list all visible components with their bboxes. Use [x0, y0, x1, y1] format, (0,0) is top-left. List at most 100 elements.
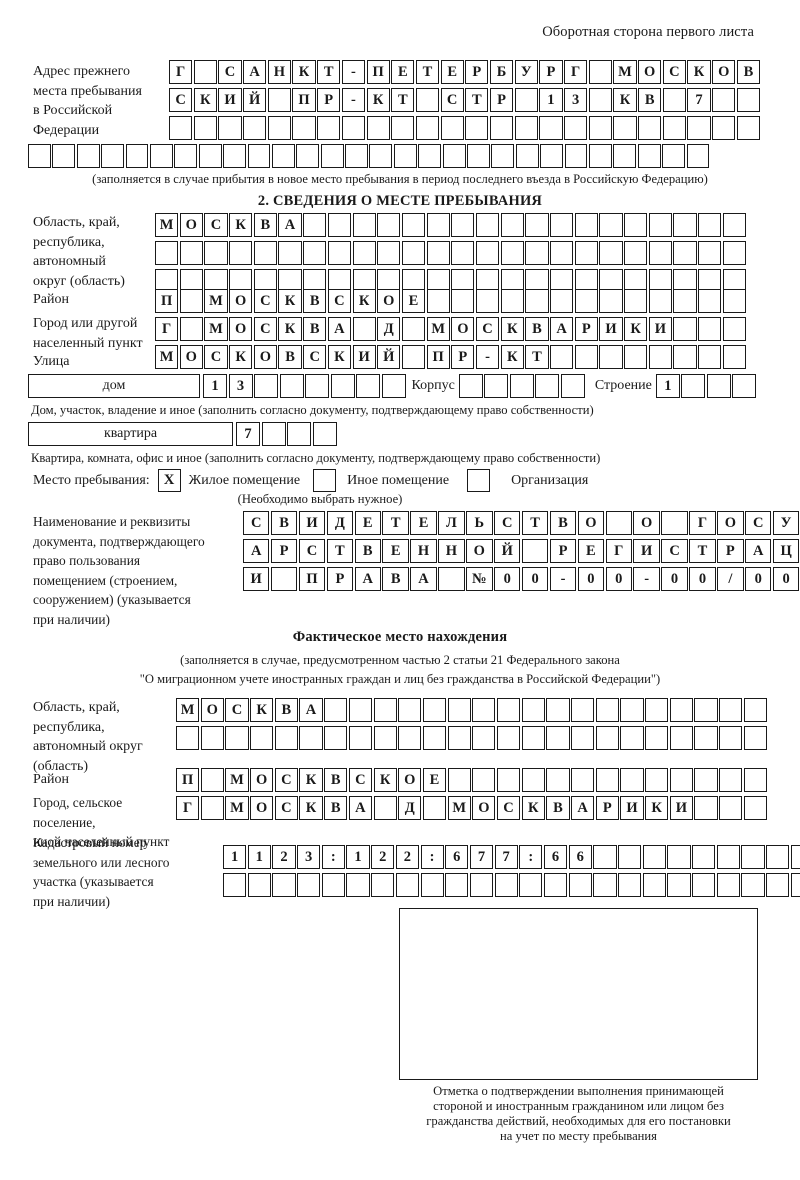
cell[interactable] — [373, 796, 397, 820]
cell[interactable] — [595, 768, 619, 792]
cell[interactable]: Т — [326, 539, 354, 563]
cell[interactable]: - — [549, 567, 577, 591]
cell[interactable] — [521, 539, 549, 563]
cell[interactable]: М — [613, 60, 637, 84]
cell[interactable]: С — [496, 796, 521, 820]
cell[interactable]: П — [426, 345, 450, 369]
cell[interactable]: 0 — [745, 567, 772, 591]
cell[interactable] — [743, 796, 767, 820]
cell[interactable] — [496, 768, 521, 792]
cell[interactable]: Б — [489, 60, 514, 84]
cell[interactable]: 1 — [539, 88, 563, 112]
cell[interactable] — [475, 289, 500, 313]
cell[interactable]: Г — [689, 511, 716, 535]
cell[interactable]: С — [662, 60, 686, 84]
cell[interactable]: О — [472, 796, 496, 820]
region-row-3[interactable] — [155, 269, 746, 293]
cell[interactable]: Й — [494, 539, 521, 563]
cell[interactable] — [28, 144, 51, 168]
cell[interactable] — [426, 213, 450, 237]
cell[interactable] — [447, 726, 471, 750]
cell[interactable]: К — [250, 698, 274, 722]
cell[interactable] — [599, 289, 623, 313]
cell[interactable] — [415, 116, 440, 140]
cell[interactable]: А — [327, 317, 351, 341]
cell[interactable]: И — [648, 317, 672, 341]
cell[interactable] — [373, 698, 397, 722]
cell[interactable] — [270, 567, 298, 591]
cell[interactable]: У — [514, 60, 538, 84]
cell[interactable]: Р — [489, 88, 514, 112]
cell[interactable]: Г — [176, 796, 200, 820]
cell[interactable] — [694, 726, 718, 750]
cell[interactable]: М — [204, 289, 228, 313]
cell[interactable]: : — [321, 845, 345, 869]
cell[interactable]: А — [299, 698, 323, 722]
cell[interactable]: Е — [401, 289, 426, 313]
cell[interactable] — [546, 698, 570, 722]
cell[interactable]: К — [521, 796, 545, 820]
cell[interactable]: О — [253, 345, 277, 369]
cell[interactable] — [605, 511, 632, 535]
cell[interactable]: 2 — [395, 845, 419, 869]
cell[interactable] — [267, 116, 291, 140]
cell[interactable] — [669, 698, 693, 722]
cell[interactable] — [574, 289, 598, 313]
cell[interactable] — [694, 796, 718, 820]
cell[interactable] — [381, 374, 406, 398]
cell[interactable] — [193, 60, 217, 84]
cell[interactable]: В — [354, 539, 381, 563]
cell[interactable] — [324, 698, 348, 722]
cell[interactable] — [475, 213, 500, 237]
cell[interactable] — [398, 698, 422, 722]
cell[interactable]: В — [736, 60, 760, 84]
cell[interactable]: С — [348, 768, 372, 792]
cell[interactable]: С — [475, 317, 500, 341]
cell[interactable]: - — [341, 88, 365, 112]
cell[interactable] — [179, 317, 203, 341]
cell[interactable]: О — [229, 289, 253, 313]
cell[interactable] — [525, 289, 549, 313]
cell[interactable] — [642, 873, 666, 897]
cell[interactable] — [574, 241, 598, 265]
cell[interactable] — [716, 873, 740, 897]
cell[interactable] — [279, 374, 304, 398]
cell[interactable] — [303, 213, 327, 237]
cell[interactable]: И — [669, 796, 693, 820]
cell[interactable]: Г — [605, 539, 632, 563]
cell[interactable]: Т — [382, 511, 409, 535]
cell[interactable] — [667, 845, 691, 869]
cell[interactable] — [599, 213, 623, 237]
cell[interactable] — [500, 241, 524, 265]
cell[interactable]: К — [193, 88, 217, 112]
cell[interactable]: О — [200, 698, 224, 722]
cell[interactable]: С — [661, 539, 688, 563]
document-row-1[interactable]: СВИДЕТЕЛЬСТВООГОСУД — [243, 511, 800, 535]
cell[interactable] — [588, 144, 612, 168]
cell[interactable] — [698, 289, 722, 313]
cell[interactable] — [743, 768, 767, 792]
cell[interactable]: И — [243, 567, 270, 591]
cell[interactable]: В — [303, 317, 327, 341]
cell[interactable] — [391, 116, 415, 140]
cell[interactable] — [149, 144, 173, 168]
cell[interactable] — [546, 726, 570, 750]
cell[interactable]: Д — [326, 511, 354, 535]
cell[interactable] — [624, 289, 648, 313]
cell[interactable]: В — [253, 213, 277, 237]
cell[interactable] — [438, 567, 465, 591]
cell[interactable]: О — [229, 317, 253, 341]
cell[interactable] — [330, 374, 355, 398]
cell[interactable] — [618, 873, 642, 897]
cell[interactable] — [341, 116, 365, 140]
cell[interactable]: - — [475, 345, 500, 369]
cell[interactable]: А — [745, 539, 772, 563]
cell[interactable] — [225, 726, 249, 750]
cell[interactable] — [200, 726, 224, 750]
cell[interactable]: К — [500, 345, 524, 369]
cell[interactable] — [681, 374, 706, 398]
cell[interactable] — [377, 241, 401, 265]
